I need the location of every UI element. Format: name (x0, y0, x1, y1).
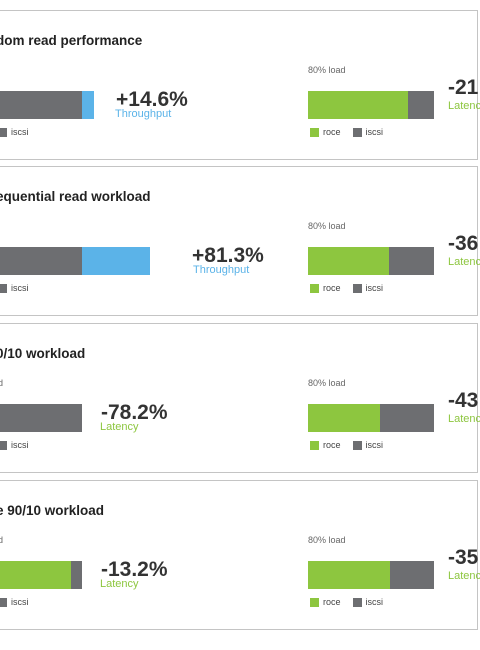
legend-label-iscsi: iscsi (365, 440, 384, 450)
right-metric-label: Latenc (448, 256, 480, 268)
legend-swatch-roce (310, 440, 319, 450)
chart-panel-4: e 90/10 workload d -13.2% Latency iscsi … (0, 480, 480, 630)
legend-label-roce: roce (323, 283, 341, 293)
bar-segment-iscsi (379, 404, 434, 432)
left-metric-label: Throughput (115, 108, 172, 120)
right-legend: roce iscsi (310, 127, 383, 137)
left-legend: iscsi (0, 127, 29, 137)
left-load-label: d (0, 535, 4, 545)
panel-title: 0/10 workload (0, 346, 86, 361)
left-metric-label: Latency (100, 578, 139, 590)
left-change-value: +81.3% (192, 244, 264, 267)
left-change-value: +14.6% (116, 88, 188, 111)
bar-segment-iscsi (389, 561, 434, 589)
bar-segment-roce (308, 561, 390, 589)
right-load-label: 80% load (308, 535, 346, 545)
legend-swatch-iscsi (0, 127, 7, 137)
bar-segment-iscsi (407, 91, 434, 119)
right-change-value: -36 (448, 232, 479, 255)
bar-segment-roce (308, 247, 389, 275)
chart-panel-3: 0/10 workload d -78.2% Latency iscsi 80%… (0, 323, 480, 473)
legend-label-roce: roce (323, 597, 341, 607)
right-change-value: -35 (448, 546, 479, 569)
right-load-label: 80% load (308, 65, 346, 75)
left-legend: iscsi (0, 440, 29, 450)
left-legend: iscsi (0, 597, 29, 607)
bar-segment-iscsi (0, 404, 82, 432)
right-metric-label: Latenc (448, 570, 480, 582)
right-metric-label: Latenc (448, 100, 480, 112)
right-change-value: -43 (448, 389, 479, 412)
right-change-value: -21 (448, 76, 479, 99)
right-legend: roce iscsi (310, 440, 383, 450)
chart-panel-2: equential read workload +81.3% Throughpu… (0, 166, 480, 316)
legend-label-iscsi: iscsi (11, 597, 29, 607)
legend-label-iscsi: iscsi (365, 127, 384, 137)
bar-segment-roce (0, 561, 71, 589)
right-load-label: 80% load (308, 378, 346, 388)
right-metric-label: Latenc (448, 413, 480, 425)
bar-segment-iscsi (0, 247, 82, 275)
legend-swatch-roce (310, 283, 319, 293)
legend-label-roce: roce (323, 127, 341, 137)
legend-swatch-iscsi (0, 440, 7, 450)
bar-segment-iscsi (70, 561, 82, 589)
chart-panel-1: dom read performance +14.6% Throughput i… (0, 10, 480, 160)
panel-title: equential read workload (0, 189, 151, 204)
bar-segment-roce (308, 404, 380, 432)
legend-label-iscsi: iscsi (365, 597, 384, 607)
bar-segment-roce (308, 91, 408, 119)
legend-label-iscsi: iscsi (365, 283, 384, 293)
bar-segment-iscsi (388, 247, 434, 275)
left-metric-label: Throughput (193, 264, 250, 276)
bar-segment-gain (82, 247, 151, 275)
legend-swatch-iscsi (352, 440, 362, 450)
legend-label-iscsi: iscsi (11, 283, 29, 293)
left-change-value: -78.2% (101, 401, 168, 424)
legend-label-iscsi: iscsi (11, 127, 29, 137)
bar-segment-iscsi (0, 91, 82, 119)
legend-swatch-roce (310, 597, 319, 607)
legend-label-roce: roce (323, 440, 341, 450)
panel-title: dom read performance (0, 33, 143, 48)
legend-swatch-iscsi (352, 127, 362, 137)
left-load-label: d (0, 378, 4, 388)
right-legend: roce iscsi (310, 283, 383, 293)
right-load-label: 80% load (308, 221, 346, 231)
panel-title: e 90/10 workload (0, 503, 105, 518)
right-legend: roce iscsi (310, 597, 383, 607)
left-metric-label: Latency (100, 421, 139, 433)
left-change-value: -13.2% (101, 558, 168, 581)
bar-segment-gain (82, 91, 95, 119)
legend-label-iscsi: iscsi (11, 440, 29, 450)
legend-swatch-roce (310, 127, 319, 137)
legend-swatch-iscsi (352, 597, 362, 607)
legend-swatch-iscsi (0, 283, 7, 293)
legend-swatch-iscsi (352, 283, 362, 293)
legend-swatch-iscsi (0, 597, 7, 607)
left-legend: iscsi (0, 283, 29, 293)
